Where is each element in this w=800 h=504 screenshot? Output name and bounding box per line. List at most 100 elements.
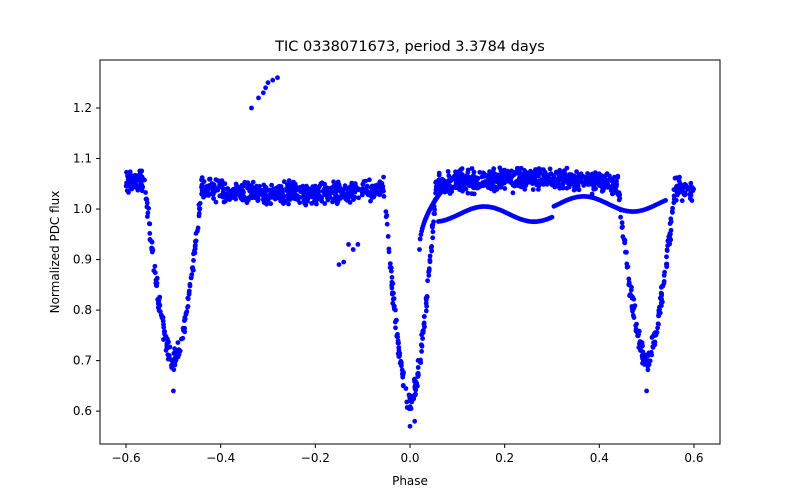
data-point — [658, 303, 664, 308]
data-point — [244, 200, 250, 206]
data-point — [182, 316, 188, 322]
data-point — [322, 181, 327, 187]
data-point — [227, 196, 233, 201]
data-point — [574, 169, 579, 175]
chart-title: TIC 0338071673, period 3.3784 days — [274, 39, 545, 55]
data-point — [336, 188, 342, 193]
data-point — [193, 239, 198, 244]
data-point — [192, 250, 198, 256]
data-point — [425, 278, 430, 284]
data-point — [554, 176, 560, 182]
data-point — [497, 183, 503, 189]
x-tick-label: −0.4 — [206, 451, 235, 465]
data-point — [499, 176, 505, 182]
data-point — [377, 185, 383, 191]
data-point — [412, 418, 418, 424]
data-point — [536, 187, 541, 192]
data-point — [310, 186, 316, 192]
data-point — [616, 192, 622, 198]
data-point — [268, 201, 274, 207]
data-point — [464, 181, 470, 187]
data-point — [400, 383, 406, 388]
data-point — [393, 325, 398, 331]
data-point — [247, 188, 253, 194]
data-point — [372, 189, 377, 195]
data-point — [619, 220, 625, 226]
data-point — [389, 279, 395, 285]
data-point — [435, 186, 440, 192]
data-point — [431, 219, 436, 225]
data-point — [286, 201, 291, 207]
data-point — [576, 187, 582, 193]
data-point — [241, 196, 246, 202]
data-point — [396, 340, 401, 346]
data-point — [607, 173, 612, 179]
data-point — [428, 245, 434, 251]
data-point — [211, 196, 217, 201]
data-point — [272, 195, 278, 200]
data-point — [417, 359, 423, 365]
data-point — [341, 192, 347, 197]
data-point — [161, 322, 166, 327]
data-point — [287, 185, 293, 191]
data-point — [384, 221, 390, 227]
data-point — [509, 181, 515, 186]
data-point — [281, 179, 287, 185]
data-point — [125, 173, 130, 179]
data-point — [336, 262, 342, 267]
data-point — [459, 172, 465, 177]
data-point — [240, 189, 246, 195]
data-point — [292, 181, 298, 187]
data-point — [172, 346, 178, 352]
data-point — [634, 321, 639, 327]
data-point — [255, 187, 261, 193]
data-point — [583, 178, 589, 183]
data-point — [647, 351, 653, 357]
data-point — [152, 263, 158, 269]
data-point — [210, 191, 216, 197]
data-point — [482, 179, 488, 185]
data-point — [371, 194, 377, 200]
data-point — [267, 188, 273, 194]
data-point — [459, 166, 465, 172]
y-tick-label: 1.2 — [73, 101, 92, 115]
data-point — [564, 174, 570, 180]
data-point — [149, 239, 155, 245]
data-point — [652, 339, 658, 345]
data-point — [469, 166, 475, 171]
data-point — [531, 172, 537, 178]
data-point — [454, 184, 460, 190]
data-point — [317, 183, 323, 189]
data-point — [337, 196, 343, 201]
data-point — [620, 234, 626, 240]
data-point — [419, 349, 424, 354]
data-point — [408, 406, 414, 411]
x-tick-label: 0.4 — [590, 451, 609, 465]
data-point — [415, 371, 420, 377]
data-point — [346, 242, 351, 247]
data-point — [269, 182, 274, 188]
data-point — [630, 307, 636, 313]
data-point — [144, 204, 150, 210]
data-point — [672, 175, 678, 181]
data-point — [190, 267, 196, 273]
data-point — [307, 188, 312, 194]
data-point — [345, 196, 351, 202]
data-point — [185, 304, 191, 310]
data-point — [588, 179, 594, 184]
data-point — [518, 180, 524, 186]
data-point — [665, 238, 671, 244]
data-point — [389, 285, 395, 291]
data-point — [407, 396, 413, 402]
data-point — [611, 187, 617, 193]
data-point — [152, 270, 158, 276]
data-point — [647, 358, 653, 364]
y-tick-label: 0.9 — [73, 253, 92, 267]
data-point — [312, 196, 318, 202]
data-point — [260, 90, 266, 96]
data-point — [157, 294, 163, 300]
data-point — [125, 183, 131, 188]
data-point — [348, 192, 353, 197]
data-point — [199, 182, 205, 188]
